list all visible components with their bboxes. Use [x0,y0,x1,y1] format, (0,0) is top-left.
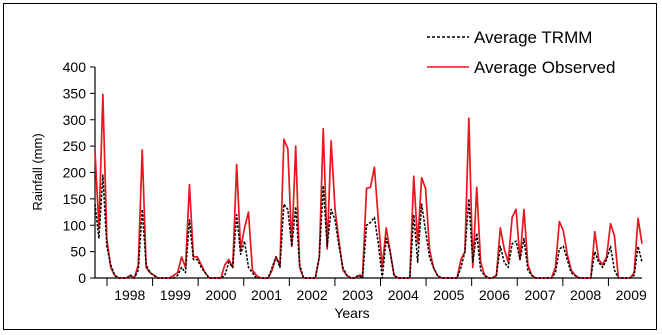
y-tick-label: 350 [63,85,87,101]
y-tick-label: 400 [63,59,87,75]
y-tick-label: 100 [63,217,87,233]
series-line-average-observed [94,93,643,279]
y-axis: 0 50 100 150 200 250 300 350 400 [63,59,96,286]
series-lines [94,93,643,279]
y-axis-label: Rainfall (mm) [30,133,45,210]
y-tick-label: 50 [70,244,86,260]
x-tick-label: 2001 [251,287,282,303]
x-tick-label: 2005 [433,287,464,303]
x-tick-label: 1998 [114,287,145,303]
x-tick-label: 2004 [388,287,419,303]
x-tick-label: 2002 [297,287,328,303]
y-tick-label: 150 [63,191,87,207]
x-tick-label: 2008 [570,287,601,303]
x-tick-label: 2000 [205,287,236,303]
x-tick-label: 2009 [616,287,647,303]
x-tick-label: 2007 [524,287,555,303]
series-line-average-trmm [94,174,643,279]
legend: Average TRMM Average Observed [427,28,615,77]
y-tick-label: 300 [63,112,87,128]
y-tick-label: 200 [63,165,87,181]
x-tick-label: 2003 [342,287,373,303]
y-tick-label: 0 [78,270,86,286]
legend-label-trmm: Average TRMM [474,28,592,47]
x-tick-label: 1999 [160,287,191,303]
legend-label-observed: Average Observed [474,58,615,77]
x-axis-label: Years [334,305,369,321]
y-tick-label: 250 [63,138,87,154]
x-tick-label: 2006 [479,287,510,303]
x-axis: 1998 1999 2000 2001 2002 2003 2004 2005 2006 2007… [95,277,647,303]
